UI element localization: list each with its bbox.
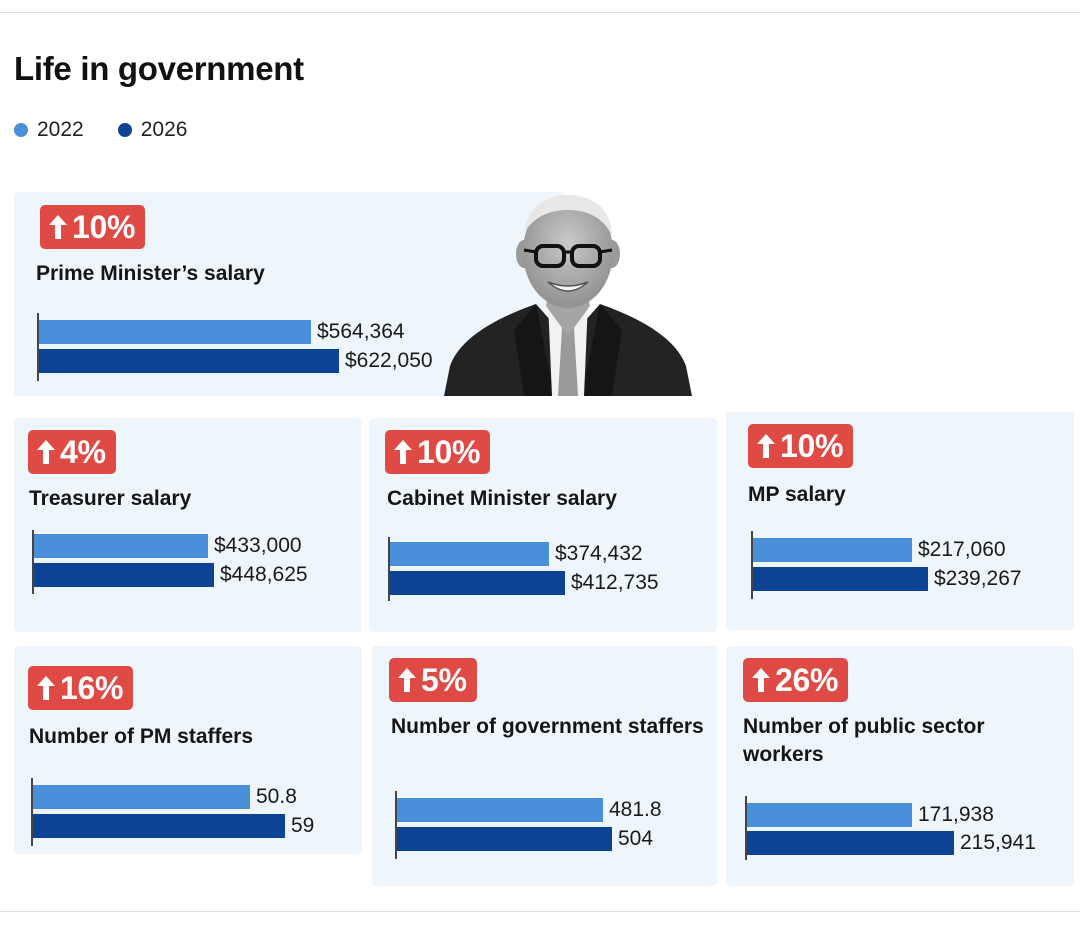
value-label-mp-salary-2022: $217,060 (918, 538, 1006, 561)
arrow-up-icon (37, 440, 55, 464)
arrow-up-icon (752, 668, 770, 692)
bar-pm-salary-2026 (39, 349, 339, 373)
panel-title-mp-salary: MP salary (748, 483, 846, 506)
value-label-gov-staffers-2026: 504 (618, 827, 654, 850)
value-label-pm-salary-2022: $564,364 (317, 320, 405, 343)
panel-title-public-sector: Number of public sector workers (743, 715, 985, 766)
panel-title-gov-staffers: Number of government staffers (391, 715, 704, 738)
legend-item-2022: 2022 (14, 118, 84, 142)
value-label-cabinet-salary-2026: $412,735 (571, 571, 659, 594)
arrow-up-icon (757, 434, 775, 458)
value-label-treasurer-salary-2022: $433,000 (214, 534, 302, 557)
panel-title-pm-salary: Prime Minister’s salary (36, 262, 265, 285)
top-rule (0, 12, 1080, 13)
axis-line-cabinet-salary (388, 537, 390, 601)
bar-gov-staffers-2022 (397, 798, 603, 822)
arrow-up-icon (398, 668, 416, 692)
value-label-treasurer-salary-2026: $448,625 (220, 563, 308, 586)
axis-line-mp-salary (751, 531, 753, 599)
badge-pm-staffers: 16% (28, 666, 134, 710)
value-label-public-sector-2026: 215,941 (960, 831, 1036, 854)
bar-treasurer-salary-2022 (34, 534, 208, 558)
badge-text-treasurer-salary: 4% (60, 433, 106, 470)
legend-label-2022: 2022 (37, 118, 84, 141)
badge-text-pm-salary: 10% (72, 208, 136, 245)
axis-line-pm-staffers (31, 778, 33, 846)
prime-minister-photo (444, 190, 692, 396)
badge-text-pm-staffers: 16% (60, 669, 124, 706)
value-label-mp-salary-2026: $239,267 (934, 567, 1022, 590)
badge-text-gov-staffers: 5% (421, 661, 467, 698)
value-label-pm-salary-2026: $622,050 (345, 349, 433, 372)
arrow-up-icon (49, 215, 67, 239)
legend-label-2026: 2026 (140, 118, 188, 141)
badge-pm-salary: 10% (40, 205, 146, 249)
axis-line-treasurer-salary (32, 530, 34, 594)
bottom-rule (0, 911, 1080, 912)
badge-gov-staffers: 5% (389, 658, 477, 702)
panel-title-treasurer-salary: Treasurer salary (29, 487, 192, 510)
badge-mp-salary: 10% (748, 424, 854, 468)
arrow-up-icon (37, 676, 55, 700)
legend: 2022 2026 (14, 118, 187, 142)
bar-gov-staffers-2026 (397, 827, 612, 851)
value-label-cabinet-salary-2022: $374,432 (555, 542, 643, 565)
legend-item-2026: 2026 (117, 118, 188, 142)
bar-cabinet-salary-2022 (390, 542, 549, 566)
bar-pm-staffers-2026 (33, 814, 285, 838)
value-label-pm-staffers-2026: 59 (291, 814, 315, 837)
badge-text-public-sector: 26% (775, 661, 839, 698)
bar-mp-salary-2022 (753, 538, 912, 562)
axis-line-gov-staffers (395, 791, 397, 859)
panel-title-pm-staffers: Number of PM staffers (29, 725, 254, 748)
bar-pm-salary-2022 (39, 320, 311, 344)
value-label-gov-staffers-2022: 481.8 (609, 798, 662, 821)
value-label-public-sector-2022: 171,938 (918, 803, 994, 826)
panel-title-cabinet-salary: Cabinet Minister salary (387, 487, 617, 510)
badge-text-mp-salary: 10% (780, 427, 844, 464)
bar-cabinet-salary-2026 (390, 571, 565, 595)
badge-public-sector: 26% (743, 658, 849, 702)
legend-dot-2026 (117, 123, 132, 137)
badge-cabinet-salary: 10% (385, 430, 491, 474)
axis-line-public-sector (745, 796, 747, 860)
legend-dot-2022 (14, 123, 28, 137)
bar-pm-staffers-2022 (33, 785, 250, 809)
bar-mp-salary-2026 (753, 567, 928, 591)
bar-public-sector-2026 (747, 831, 954, 855)
badge-treasurer-salary: 4% (28, 430, 116, 474)
badge-text-cabinet-salary: 10% (417, 433, 481, 470)
chart-title: Life in government (14, 50, 304, 87)
arrow-up-icon (394, 440, 412, 464)
bar-public-sector-2022 (747, 803, 912, 827)
bar-treasurer-salary-2026 (34, 563, 214, 587)
value-label-pm-staffers-2022: 50.8 (256, 785, 297, 808)
person-portrait-icon (444, 194, 692, 396)
axis-line-pm-salary (37, 313, 39, 381)
